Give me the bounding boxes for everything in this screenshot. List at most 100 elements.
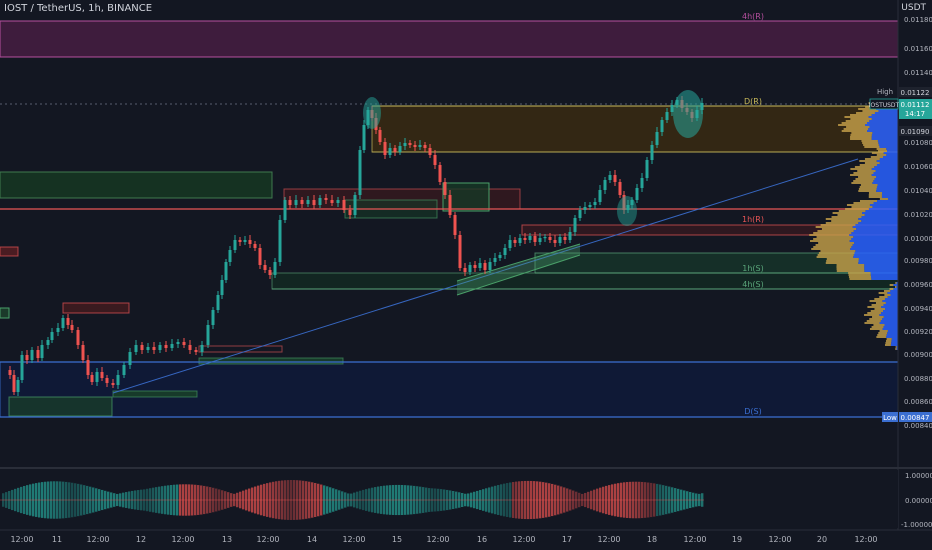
vp-bar-down — [858, 176, 877, 178]
vp-bar-down — [878, 150, 887, 152]
osc-bar — [80, 484, 83, 516]
osc-bar — [572, 490, 575, 510]
zone-left-red — [0, 246, 19, 257]
vp-bar-up — [890, 290, 898, 292]
candle-body — [393, 148, 397, 152]
osc-bar — [134, 490, 137, 510]
osc-bar — [665, 485, 668, 515]
osc-bar — [128, 491, 131, 509]
osc-tick-top: 1.00000 — [905, 472, 932, 480]
osc-bar — [86, 485, 89, 515]
price-axis[interactable]: 0.01180 0.01160 0.01140 0.01080 0.01060 0.010… — [904, 16, 932, 430]
osc-bar — [212, 487, 215, 513]
osc-bar — [206, 486, 209, 514]
time-tick: 18 — [647, 535, 657, 544]
candle-body — [398, 146, 402, 152]
candle-body — [8, 370, 12, 375]
osc-bar — [575, 491, 578, 509]
osc-bar — [593, 489, 596, 511]
osc-bar — [227, 492, 230, 508]
candle-body — [543, 237, 547, 239]
vp-bar-up — [855, 250, 898, 252]
osc-bar — [368, 488, 371, 512]
trendline-wedge-bottom — [456, 254, 581, 296]
candle-body — [558, 237, 562, 243]
vp-bar-down — [874, 298, 885, 300]
candle-body — [253, 244, 257, 248]
osc-bar — [179, 484, 182, 516]
osc-tick-bottom: -1.00000 — [901, 521, 932, 529]
vp-bar-up — [875, 170, 898, 172]
vp-bar-up — [858, 258, 898, 260]
osc-bar — [458, 492, 461, 508]
osc-bar — [452, 490, 455, 510]
candle-body — [182, 342, 186, 345]
vp-bar-up — [880, 320, 898, 322]
high-value-box — [899, 87, 932, 97]
osc-bar — [653, 483, 656, 517]
vp-bar-down — [854, 166, 875, 168]
vp-bar-down — [889, 284, 894, 286]
symbol-tag-box — [869, 98, 899, 110]
vp-bar-down — [851, 182, 873, 184]
osc-bar — [533, 481, 536, 519]
vp-bar-up — [886, 154, 898, 156]
candle-body — [224, 262, 228, 280]
vp-bar-down — [858, 188, 877, 190]
time-axis[interactable]: 12:00 11 12:00 12 12:00 13 12:00 14 12:00 15 12:00… — [10, 535, 877, 544]
time-tick: 12:00 — [171, 535, 194, 544]
candle-body — [211, 310, 215, 325]
osc-bar — [440, 489, 443, 511]
osc-bar — [323, 485, 326, 515]
osc-bar — [644, 482, 647, 518]
vp-bar-down — [818, 242, 855, 244]
osc-bar — [110, 492, 113, 508]
vp-bar-down — [811, 248, 851, 250]
zone-green-small-2 — [112, 390, 198, 398]
vp-bar-down — [867, 312, 882, 314]
vp-bar-up — [882, 318, 898, 320]
vp-bar-down — [836, 270, 865, 272]
osc-bar — [140, 489, 143, 511]
osc-bar — [686, 491, 689, 509]
osc-tick-mid: 0.00000 — [905, 497, 932, 505]
vp-bar-up — [873, 180, 898, 182]
osc-bar — [524, 480, 527, 520]
candle-body — [16, 380, 20, 392]
price-tick: 0.01020 — [904, 211, 932, 219]
candle-body — [438, 165, 442, 182]
osc-bar — [230, 493, 233, 507]
vp-bar-down — [869, 318, 883, 320]
vp-bar-down — [883, 290, 891, 292]
vp-bar-down — [886, 338, 892, 340]
level-label-d-r: D(R) — [744, 97, 762, 106]
osc-bar — [305, 481, 308, 519]
osc-bar — [407, 485, 410, 515]
vp-bar-down — [862, 110, 879, 112]
osc-bar — [209, 487, 212, 513]
osc-bar — [59, 481, 62, 519]
candle-body — [158, 345, 162, 350]
osc-bar — [338, 490, 341, 510]
vp-bar-up — [876, 186, 898, 188]
osc-bar — [650, 482, 653, 518]
osc-bar — [587, 491, 590, 509]
low-value: 0.00847 — [901, 414, 930, 422]
highlight-circle-top-left — [363, 97, 381, 129]
osc-bar — [320, 484, 323, 516]
candle-body — [640, 178, 644, 188]
osc-bar — [74, 483, 77, 517]
vp-bar-up — [854, 242, 898, 244]
candle-body — [342, 200, 346, 210]
vp-bar-up — [896, 282, 898, 284]
candle-body — [433, 155, 437, 165]
candle-body — [478, 263, 482, 268]
vp-bar-down — [858, 108, 877, 110]
candle-body — [583, 207, 587, 210]
vp-bar-up — [879, 162, 898, 164]
osc-bar — [35, 483, 38, 517]
osc-bar — [26, 485, 29, 515]
osc-bar — [170, 485, 173, 515]
vp-bar-up — [871, 114, 898, 116]
